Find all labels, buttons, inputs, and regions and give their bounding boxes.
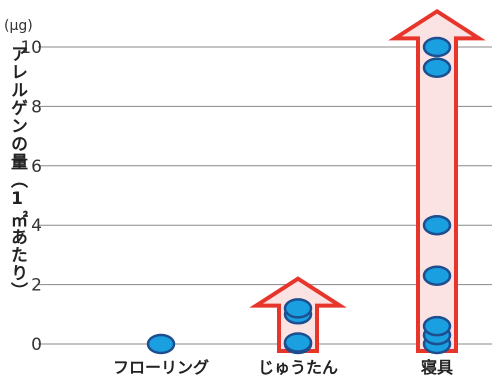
y-tick-label: 2: [31, 276, 42, 296]
data-point: [283, 332, 313, 353]
x-category-label: フローリング: [113, 358, 209, 377]
data-point: [422, 315, 452, 337]
data-point: [422, 57, 452, 79]
y-axis-label: アレルゲンの量（1㎡あたり）: [7, 45, 28, 300]
y-tick-label: 6: [31, 157, 42, 177]
data-point: [146, 333, 176, 355]
y-tick-label: 10: [20, 38, 42, 58]
data-point: [422, 214, 452, 236]
y-tick-label: 8: [31, 97, 42, 117]
x-category-labels: フローリング じゅうたん 寝具: [113, 358, 453, 377]
y-tick-labels: 0 2 4 6 8 10: [20, 38, 42, 355]
y-tick-label: 0: [31, 335, 42, 355]
x-category-label: じゅうたん: [258, 358, 338, 377]
data-points: [146, 36, 452, 355]
data-point: [422, 265, 452, 286]
x-category-label: 寝具: [421, 358, 453, 377]
data-point: [283, 298, 313, 319]
y-unit-label: (μg): [4, 18, 33, 34]
data-point: [422, 36, 452, 58]
y-tick-label: 4: [31, 216, 42, 236]
